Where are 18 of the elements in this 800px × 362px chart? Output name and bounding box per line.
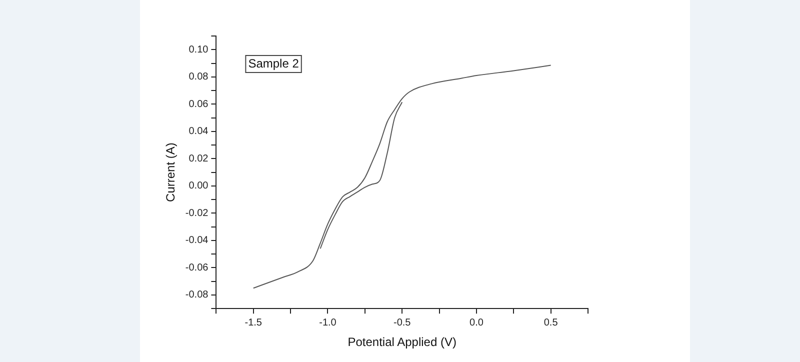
annotation: Sample 2 (248, 56, 300, 70)
y-axis-title: Current (A) (164, 142, 178, 202)
y-tick-label: -0.02 (185, 208, 209, 219)
y-tick-label: 0.08 (188, 72, 209, 83)
x-tick-label: -0.5 (393, 317, 412, 328)
y-tick-label: -0.06 (185, 262, 209, 274)
y-tick-label: 0.10 (188, 44, 209, 56)
x-tick-label: -1.0 (319, 317, 337, 328)
x-tick-label: -1.5 (244, 317, 262, 328)
y-tick-label: 0.00 (188, 180, 209, 192)
x-tick-label: 0.5 (544, 317, 558, 328)
y-tick-label: 0.04 (188, 126, 209, 138)
y-tick-label: 0.02 (188, 153, 209, 164)
y-tick-label: -0.04 (185, 235, 209, 246)
y-tick-label: 0.06 (188, 98, 209, 110)
y-tick-label: -0.08 (185, 290, 209, 301)
x-axis-title: Potential Applied (V) (348, 335, 456, 350)
x-tick-label: 0.0 (470, 317, 484, 328)
